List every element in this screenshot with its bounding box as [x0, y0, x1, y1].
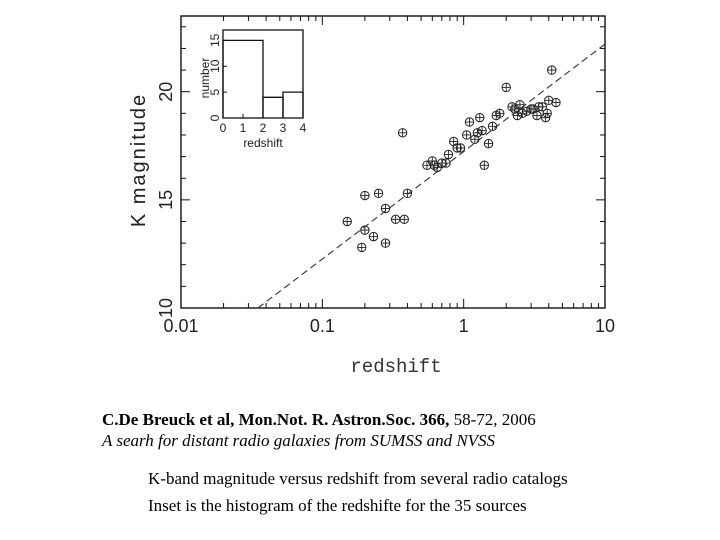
inset-y-tick-label: 10	[208, 59, 222, 73]
y-axis-label: K magnitude	[128, 93, 150, 227]
citation-pages: 58-72, 2006	[453, 410, 536, 429]
data-point	[357, 242, 367, 253]
fit-line	[257, 43, 606, 309]
histogram-bar	[222, 39, 264, 118]
inset-y-label: number	[198, 58, 212, 99]
data-point	[397, 128, 408, 138]
x-tick-label: 0.01	[163, 316, 198, 336]
y-tick-label: 15	[156, 190, 176, 210]
inset-x-label: redshift	[243, 136, 283, 150]
citation-subtitle: A searh for distant radio galaxies from …	[102, 431, 496, 450]
inset-x-tick-label: 3	[280, 121, 287, 135]
data-point	[542, 108, 552, 119]
inset-y-tick-label: 15	[208, 33, 222, 47]
histogram-bar	[282, 91, 304, 118]
data-point	[551, 97, 561, 108]
scatter-points	[342, 65, 561, 253]
data-point	[368, 231, 379, 242]
x-tick-label: 1	[459, 316, 469, 336]
data-point	[547, 65, 557, 75]
inset-x-tick-label: 4	[300, 121, 307, 135]
y-tick-label: 10	[156, 298, 176, 318]
x-axis-label: redshift	[350, 356, 441, 378]
data-point	[342, 216, 352, 227]
data-point	[487, 121, 498, 132]
data-point	[360, 190, 370, 201]
data-point	[483, 138, 494, 149]
citation-title: C.De Breuck et al, Mon.Not. R. Astron.So…	[102, 410, 416, 429]
data-point	[495, 108, 505, 119]
description-line-1: K-band magnitude versus redshift from se…	[148, 469, 568, 488]
citation: C.De Breuck et al, Mon.Not. R. Astron.So…	[102, 410, 536, 430]
y-tick-label: 20	[156, 82, 176, 102]
inset-x-tick-label: 1	[240, 121, 247, 135]
data-point	[402, 188, 413, 199]
data-point	[515, 99, 525, 110]
inset-y-tick-label: 0	[208, 114, 222, 121]
data-point	[475, 112, 485, 123]
data-point	[441, 158, 451, 168]
data-point	[443, 149, 454, 160]
data-point	[399, 214, 409, 225]
data-point	[455, 143, 466, 153]
inset-x-tick-label: 2	[260, 121, 267, 135]
inset-bars	[222, 39, 304, 118]
data-point	[461, 130, 472, 140]
data-point	[472, 128, 483, 138]
data-point	[532, 110, 542, 121]
data-point	[390, 214, 401, 225]
plot-frame	[180, 15, 606, 309]
inset-x-tick-label: 0	[220, 121, 227, 135]
data-point	[464, 117, 475, 127]
citation-volume: 366,	[419, 410, 450, 429]
data-point	[528, 104, 538, 114]
data-point	[380, 238, 391, 248]
x-tick-label: 10	[595, 316, 615, 336]
data-point	[477, 125, 487, 136]
data-point	[537, 102, 547, 112]
data-point	[479, 160, 490, 170]
axis-ticks	[180, 16, 605, 309]
data-point	[544, 95, 554, 106]
inset-y-tick-label: 5	[208, 88, 222, 95]
description-line-2: Inset is the histogram of the redshifte …	[148, 496, 527, 515]
data-point	[501, 82, 511, 93]
data-point	[373, 188, 384, 199]
x-tick-label: 0.1	[310, 316, 335, 336]
data-point	[448, 136, 459, 147]
